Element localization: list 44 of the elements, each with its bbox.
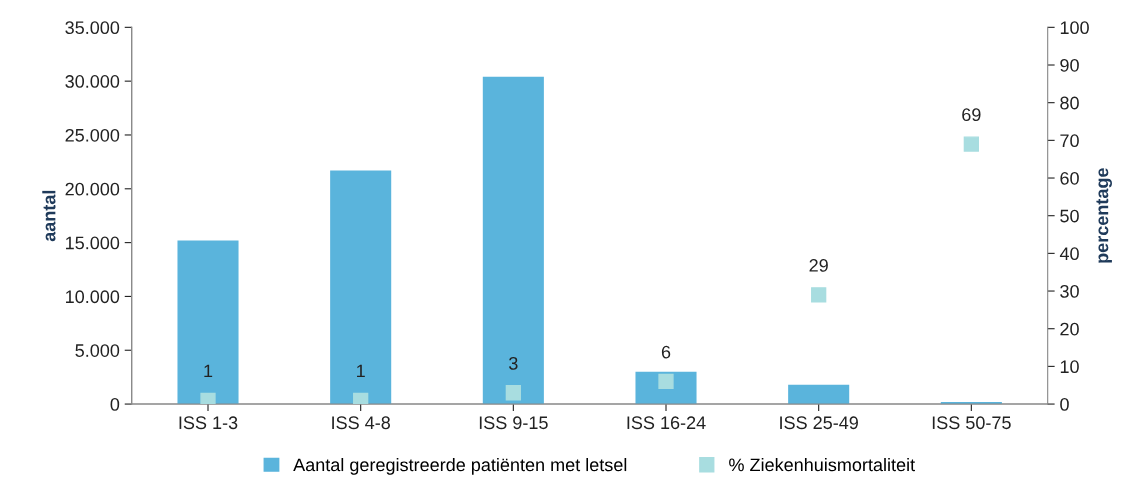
data-label: 29 (809, 259, 828, 272)
y-tick-label: 35.000 (65, 21, 120, 35)
x-tick-label: ISS 16-24 (627, 416, 706, 430)
x-tick-label: ISS 9-15 (479, 416, 548, 430)
data-label: 1 (204, 364, 213, 378)
y2-tick-label: 80 (1060, 96, 1079, 110)
y2-tick-label: 40 (1059, 247, 1079, 261)
y2-tick-label: 0 (1060, 398, 1069, 411)
bar (330, 170, 392, 405)
y2-axis-title: percentage (1096, 168, 1112, 263)
x-tick-label: ISS 4-8 (332, 416, 390, 430)
y-tick-label: 10.000 (66, 290, 120, 304)
y2-tick-label: 100 (1060, 21, 1089, 35)
y2-tick-label: 90 (1060, 58, 1079, 72)
y2-tick-label: 60 (1060, 171, 1079, 185)
data-label: 69 (962, 108, 981, 122)
y-tick-label: 30.000 (65, 75, 120, 88)
data-label: 1 (357, 364, 365, 378)
x-tick-label: ISS 1-3 (179, 416, 238, 430)
data-label: 3 (509, 356, 518, 370)
y2-tick-label: 10 (1060, 360, 1079, 374)
point (963, 136, 979, 152)
point (505, 385, 521, 401)
legend-label: Aantal geregistreerde patiënten met letsel (293, 457, 627, 475)
point (811, 287, 827, 303)
bar (177, 240, 239, 405)
x-tick-label: ISS 25-49 (780, 416, 858, 430)
point (353, 392, 369, 405)
y2-tick-label: 20 (1060, 322, 1079, 336)
y2-tick-label: 50 (1060, 209, 1079, 223)
y2-tick-label: 70 (1060, 134, 1079, 148)
legend-label: % Ziekenhuismortaliteit (729, 457, 915, 472)
y-axis-title: aantal (42, 190, 56, 242)
x-tick-label: ISS 50-75 (932, 416, 1011, 430)
y-tick-label: 15.000 (66, 236, 120, 250)
bar (788, 384, 850, 405)
point (200, 392, 216, 405)
bar (482, 76, 544, 405)
y-tick-label: 20.000 (65, 182, 120, 196)
y-tick-label: 5.000 (75, 344, 120, 357)
y-tick-label: 25.000 (65, 128, 120, 142)
y-tick-label: 0 (110, 398, 120, 411)
y2-tick-label: 30 (1060, 284, 1079, 298)
data-label: 6 (661, 345, 671, 359)
